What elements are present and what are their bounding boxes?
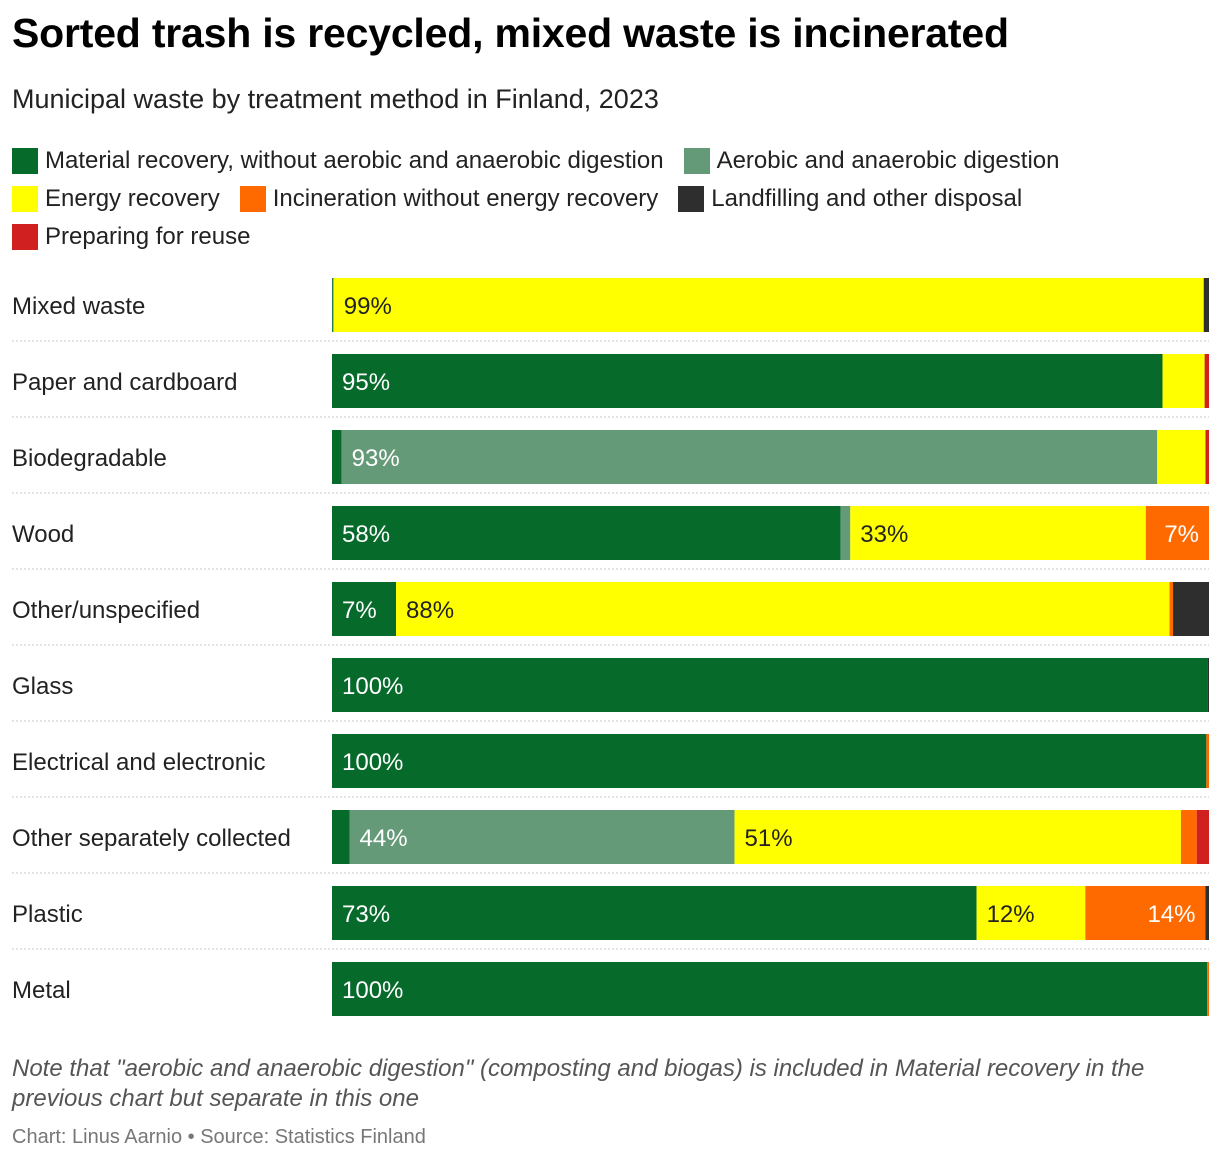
bar-segment-landfilling-and-other-disposal — [1205, 886, 1209, 940]
bar-segment-energy-recovery — [396, 582, 1170, 636]
category-label: Plastic — [12, 901, 83, 928]
legend-item-energy-recovery: Energy recovery — [12, 185, 220, 213]
legend-item-incineration: Incineration without energy recovery — [239, 185, 659, 213]
bar-segment-incineration-without-energy-recovery — [1085, 886, 1206, 940]
legend-swatch — [12, 148, 38, 174]
bar-segment-material-recovery-without-aerobic-and-anaerobic-digestion — [332, 658, 1208, 712]
bar-row-metal: Metal 100% — [12, 962, 1209, 1016]
data-label: 12% — [987, 901, 1035, 928]
bar-row-mixed-waste: Mixed waste 99% — [12, 278, 1209, 332]
bar-segment-energy-recovery — [976, 886, 1086, 940]
legend-row: Preparing for reuse — [12, 218, 1212, 256]
bar-segment-energy-recovery — [1157, 430, 1206, 484]
legend-swatch — [12, 224, 38, 250]
bar-segment-material-recovery-without-aerobic-and-anaerobic-digestion — [332, 354, 1163, 408]
legend-swatch — [239, 186, 266, 212]
bar-segment-energy-recovery — [850, 506, 1146, 560]
chart-source: Chart: Linus Aarnio • Source: Statistics… — [12, 1126, 426, 1148]
bar-row-glass: Glass 100% — [12, 658, 1209, 712]
legend: Material recovery, without aerobic and a… — [12, 142, 1212, 256]
bar-row-biodegradable: Biodegradable 93% — [12, 430, 1209, 484]
bar-segment-energy-recovery — [1162, 354, 1205, 408]
bar-segment-preparing-for-reuse — [1204, 354, 1209, 408]
category-label: Glass — [12, 673, 73, 700]
bar-segment-landfilling-and-other-disposal — [1207, 658, 1209, 712]
bar-segment-aerobic-and-anaerobic-digestion — [341, 430, 1158, 484]
category-label: Wood — [12, 521, 74, 548]
chart-title: Sorted trash is recycled, mixed waste is… — [12, 10, 1009, 56]
legend-label: Energy recovery — [45, 185, 220, 212]
bar-segment-aerobic-and-anaerobic-digestion — [332, 278, 334, 332]
chart-note: Note that "aerobic and anaerobic digesti… — [12, 1055, 1145, 1112]
data-label: 33% — [860, 521, 908, 548]
bar-segment-incineration-without-energy-recovery — [1207, 962, 1209, 1016]
bar-segment-aerobic-and-anaerobic-digestion — [349, 810, 735, 864]
data-label: 88% — [406, 597, 454, 624]
bar-segment-material-recovery-without-aerobic-and-anaerobic-digestion — [332, 886, 977, 940]
bar-segment-material-recovery-without-aerobic-and-anaerobic-digestion — [332, 810, 350, 864]
bar-segment-incineration-without-energy-recovery — [1169, 582, 1174, 636]
bar-segment-preparing-for-reuse — [1196, 810, 1209, 864]
bar-row-other-separately-collected: Other separately collected 44% 51% — [12, 810, 1209, 864]
bar-row-plastic: Plastic 73% 12% 14% — [12, 886, 1209, 940]
legend-label: Landfilling and other disposal — [711, 185, 1023, 212]
category-label: Other separately collected — [12, 825, 291, 852]
data-label: 73% — [342, 901, 390, 928]
category-label: Mixed waste — [12, 293, 145, 320]
bar-segment-material-recovery-without-aerobic-and-anaerobic-digestion — [332, 962, 1208, 1016]
bar-segment-energy-recovery — [734, 810, 1181, 864]
legend-label: Material recovery, without aerobic and a… — [45, 147, 664, 174]
data-label: 7% — [1164, 521, 1199, 548]
data-label: 100% — [342, 749, 403, 776]
data-label: 100% — [342, 673, 403, 700]
legend-label: Incineration without energy recovery — [272, 185, 659, 212]
data-label: 93% — [352, 445, 400, 472]
bar-segment-material-recovery-without-aerobic-and-anaerobic-digestion — [332, 734, 1207, 788]
data-label: 58% — [342, 521, 390, 548]
bar-row-other-unspecified: Other/unspecified 7% 88% — [12, 582, 1209, 636]
category-label: Metal — [12, 977, 71, 1004]
bar-segment-material-recovery-without-aerobic-and-anaerobic-digestion — [332, 430, 342, 484]
legend-item-digestion: Aerobic and anaerobic digestion — [683, 147, 1060, 175]
data-label: 100% — [342, 977, 403, 1004]
data-label: 95% — [342, 369, 390, 396]
legend-label: Preparing for reuse — [45, 223, 251, 250]
bar-segment-incineration-without-energy-recovery — [1180, 810, 1197, 864]
bar-segment-incineration-without-energy-recovery — [1145, 506, 1209, 560]
data-label: 14% — [1147, 901, 1195, 928]
bar-segment-material-recovery-without-aerobic-and-anaerobic-digestion — [332, 582, 397, 636]
bar-row-electrical-and-electronic: Electrical and electronic 100% — [12, 734, 1209, 788]
category-label: Other/unspecified — [12, 597, 200, 624]
bar-segment-material-recovery-without-aerobic-and-anaerobic-digestion — [332, 278, 333, 332]
category-label: Biodegradable — [12, 445, 167, 472]
legend-item-landfilling: Landfilling and other disposal — [678, 185, 1022, 213]
legend-swatch — [678, 186, 705, 212]
stacked-bar-chart: Mixed waste 99% Paper and cardboard 95% Biod… — [12, 278, 1209, 1016]
legend-swatch — [683, 148, 710, 174]
data-label: 99% — [344, 293, 392, 320]
bar-segment-aerobic-and-anaerobic-digestion — [840, 506, 851, 560]
legend-row: Energy recovery Incineration without ene… — [12, 180, 1212, 218]
data-label: 44% — [360, 825, 408, 852]
legend-item-reuse: Preparing for reuse — [12, 223, 250, 251]
legend-item-material-recovery: Material recovery, without aerobic and a… — [12, 147, 664, 175]
chart-subtitle: Municipal waste by treatment method in F… — [12, 84, 659, 114]
bar-segment-landfilling-and-other-disposal — [1173, 582, 1209, 636]
category-label: Paper and cardboard — [12, 369, 238, 396]
data-label: 7% — [342, 597, 377, 624]
bar-segment-preparing-for-reuse — [1205, 430, 1209, 484]
legend-row: Material recovery, without aerobic and a… — [12, 142, 1212, 180]
bar-row-wood: Wood 58% 33% 7% — [12, 506, 1209, 560]
bar-row-paper-and-cardboard: Paper and cardboard 95% — [12, 354, 1209, 408]
bar-segment-material-recovery-without-aerobic-and-anaerobic-digestion — [332, 506, 841, 560]
legend-label: Aerobic and anaerobic digestion — [716, 147, 1060, 174]
legend-swatch — [12, 186, 38, 212]
bar-segment-incineration-without-energy-recovery — [1206, 734, 1209, 788]
bar-segment-energy-recovery — [333, 278, 1204, 332]
bar-segment-landfilling-and-other-disposal — [1203, 278, 1209, 332]
category-label: Electrical and electronic — [12, 749, 265, 776]
data-label: 51% — [745, 825, 793, 852]
